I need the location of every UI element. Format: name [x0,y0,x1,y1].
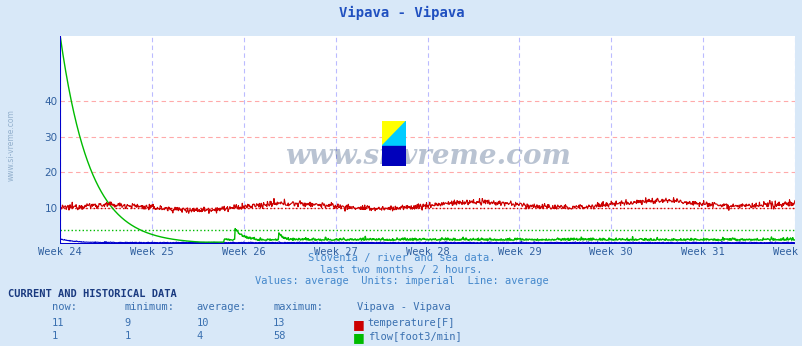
Text: last two months / 2 hours.: last two months / 2 hours. [320,265,482,275]
Text: 13: 13 [273,318,286,328]
Text: Slovenia / river and sea data.: Slovenia / river and sea data. [307,253,495,263]
Text: Week 32: Week 32 [772,247,802,257]
Polygon shape [382,121,406,146]
Text: ■: ■ [353,318,365,331]
Text: www.si-vreme.com: www.si-vreme.com [284,143,570,170]
Text: Vipava - Vipava: Vipava - Vipava [357,302,451,312]
Text: Week 25: Week 25 [130,247,174,257]
Text: Week 29: Week 29 [497,247,541,257]
Text: flow[foot3/min]: flow[foot3/min] [367,331,461,341]
Text: Week 31: Week 31 [680,247,724,257]
Text: 9: 9 [124,318,131,328]
Text: 1: 1 [52,331,59,341]
Text: maximum:: maximum: [273,302,322,312]
Polygon shape [382,146,406,166]
Text: CURRENT AND HISTORICAL DATA: CURRENT AND HISTORICAL DATA [8,289,176,299]
Text: Week 28: Week 28 [405,247,449,257]
Text: minimum:: minimum: [124,302,174,312]
Text: Vipava - Vipava: Vipava - Vipava [338,6,464,20]
Text: now:: now: [52,302,77,312]
Text: 1: 1 [124,331,131,341]
Text: Values: average  Units: imperial  Line: average: Values: average Units: imperial Line: av… [254,276,548,286]
Text: 11: 11 [52,318,65,328]
Text: average:: average: [196,302,246,312]
Text: www.si-vreme.com: www.si-vreme.com [6,109,15,181]
Text: 4: 4 [196,331,203,341]
Text: Week 30: Week 30 [589,247,632,257]
Text: 10: 10 [196,318,209,328]
Polygon shape [382,121,406,146]
Text: ■: ■ [353,331,365,344]
Text: Week 24: Week 24 [38,247,82,257]
Text: Week 27: Week 27 [314,247,357,257]
Text: Week 26: Week 26 [222,247,265,257]
Text: 58: 58 [273,331,286,341]
Text: temperature[F]: temperature[F] [367,318,455,328]
